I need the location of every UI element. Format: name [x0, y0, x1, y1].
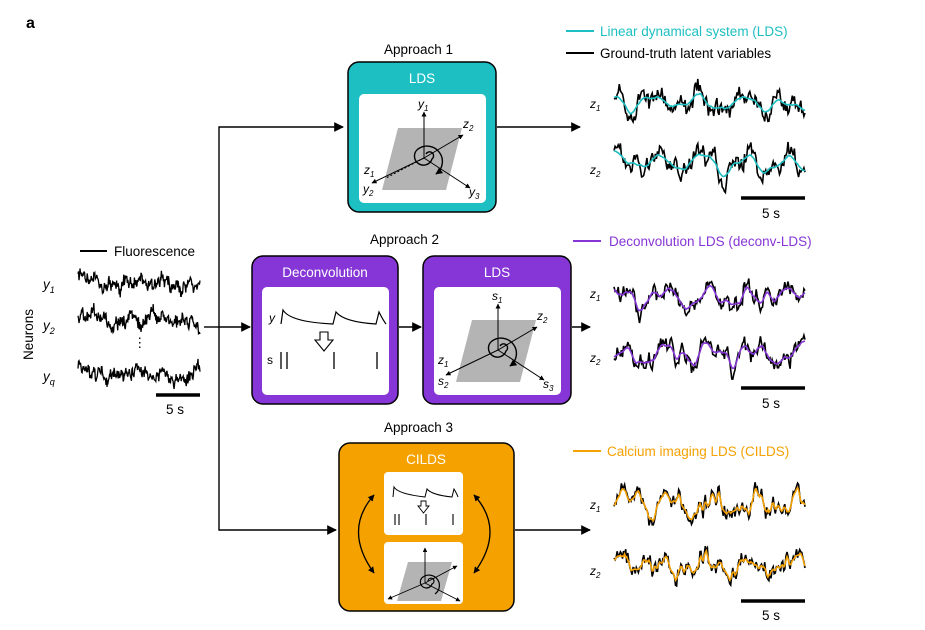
neuron-label-yq: yq	[42, 369, 55, 387]
output1-legend-label: Linear dynamical system (LDS)	[600, 24, 788, 39]
approach3-cilds-label: CILDS	[406, 452, 446, 467]
approach1: Approach 1 LDS y1 z2 z1 y2 y3	[347, 42, 497, 213]
lds-plane-diagram-2: s1 z2 z1 s2 s3	[437, 289, 554, 393]
approach3: Approach 3 CILDS	[338, 420, 515, 612]
output2-legend-label: Deconvolution LDS (deconv-LDS)	[609, 234, 812, 249]
neurons-axis-label: Neurons	[21, 309, 36, 360]
output2: Deconvolution LDS (deconv-LDS) z1 z2 5 s	[573, 234, 812, 411]
neuron-ellipsis: ⋮	[133, 335, 147, 350]
fluorescence-trace-y1	[77, 268, 201, 298]
output1-z1-label: z1	[589, 97, 600, 113]
lds-plane-diagram-1: y1 z2 z1 y2 y3	[362, 97, 480, 201]
output2-z2-truth-trace	[613, 332, 806, 380]
output2-scalebar-label: 5 s	[762, 396, 780, 411]
svg-text:z1: z1	[363, 163, 374, 179]
arrow-to-approach1	[218, 122, 344, 327]
output1-legend2-label: Ground-truth latent variables	[600, 46, 771, 61]
output1-z2-truth-trace	[613, 140, 806, 195]
output2-z1-label: z1	[589, 287, 600, 303]
output3-z2-cilds-trace	[613, 548, 806, 582]
approach2-title: Approach 2	[370, 232, 439, 247]
cilds-deconv-diagram	[392, 485, 459, 525]
svg-text:y: y	[268, 311, 276, 325]
output1-z2-label: z2	[589, 163, 601, 179]
deconv-diagram: y s	[267, 308, 387, 369]
input-section: Fluorescence Neurons y1 y2 ⋮ yq 5 s	[21, 244, 201, 417]
fluorescence-trace-y2	[77, 303, 201, 336]
output1-z2-lds-trace	[613, 150, 805, 178]
svg-text:z1: z1	[437, 353, 448, 369]
cilds-lds-diagram	[387, 547, 461, 602]
arrow-to-approach3	[218, 327, 337, 535]
output3-scalebar-label: 5 s	[762, 608, 780, 623]
output2-z1-truth-trace	[613, 278, 806, 324]
connectors	[204, 122, 591, 535]
panel-letter: a	[26, 15, 35, 32]
approach2: Approach 2 Deconvolution y s LDS s1 z2 z…	[251, 232, 572, 405]
output1: Linear dynamical system (LDS) Ground-tru…	[566, 24, 806, 221]
output2-z1-deconv-trace	[614, 284, 806, 312]
fluorescence-trace-yq	[77, 358, 201, 390]
svg-text:s2: s2	[438, 374, 449, 390]
approach1-title: Approach 1	[384, 42, 453, 57]
output3: Calcium imaging LDS (CILDS) z1 z2 5 s	[573, 444, 806, 623]
output3-legend-label: Calcium imaging LDS (CILDS)	[607, 444, 789, 459]
output1-z1-truth-trace	[613, 78, 806, 125]
fluorescence-legend-label: Fluorescence	[114, 244, 195, 259]
cilds-loop-arrow-left	[357, 494, 375, 574]
neuron-label-y2: y2	[42, 318, 55, 336]
neuron-label-y1: y1	[42, 277, 55, 295]
cilds-loop-arrow-right	[473, 494, 491, 574]
svg-text:s: s	[267, 353, 273, 367]
output2-z2-label: z2	[589, 351, 601, 367]
output3-z1-label: z1	[589, 498, 600, 514]
output3-z2-label: z2	[589, 564, 601, 580]
output1-z1-lds-trace	[613, 92, 806, 115]
approach3-title: Approach 3	[384, 420, 453, 435]
output3-z1-cilds-trace	[613, 486, 806, 523]
svg-text:s3: s3	[543, 377, 554, 393]
output2-z2-deconv-trace	[613, 340, 806, 370]
approach2-deconv-label: Deconvolution	[282, 265, 368, 280]
approach1-lds-label: LDS	[409, 71, 435, 86]
input-scalebar-label: 5 s	[166, 402, 184, 417]
approach2-lds-label: LDS	[484, 265, 510, 280]
output1-scalebar-label: 5 s	[762, 206, 780, 221]
svg-text:s1: s1	[492, 289, 502, 305]
svg-text:y1: y1	[417, 97, 428, 113]
